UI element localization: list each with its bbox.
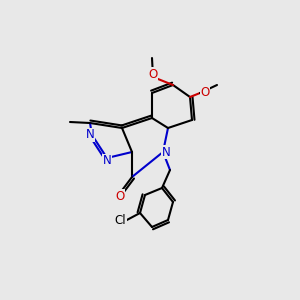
Text: O: O: [148, 68, 158, 80]
Text: O: O: [200, 86, 210, 100]
Text: N: N: [85, 128, 94, 142]
Text: Cl: Cl: [114, 214, 126, 227]
Text: O: O: [116, 190, 124, 202]
Text: N: N: [162, 146, 170, 158]
Text: N: N: [103, 154, 111, 167]
